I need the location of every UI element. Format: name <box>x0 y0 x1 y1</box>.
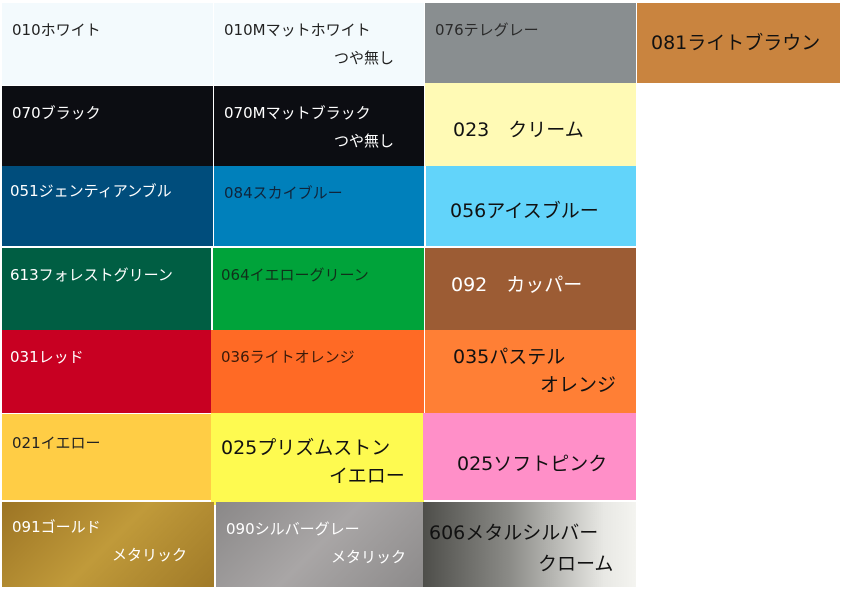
swatch-label-line1: 036ライトオレンジ <box>221 348 355 366</box>
color-swatch[interactable]: 064イエローグリーン <box>213 248 424 330</box>
swatch-label-line1: 606メタルシルバー <box>429 522 599 544</box>
swatch-label-line2: メタリック <box>331 548 407 566</box>
color-swatch[interactable]: 070ブラック <box>2 86 213 166</box>
color-swatch[interactable]: 606メタルシルバークローム <box>423 502 636 587</box>
color-swatch[interactable]: 010ホワイト <box>2 3 213 85</box>
swatch-label-line1: 031レッド <box>10 348 84 366</box>
color-swatch[interactable]: 023 クリーム <box>425 83 636 166</box>
swatch-label-line2: つや無し <box>334 132 395 150</box>
color-swatch[interactable]: 092 カッパー <box>425 248 636 330</box>
swatch-label-line1: 010Mマットホワイト <box>224 21 371 39</box>
color-swatch[interactable]: 025プリズムストンイエロー <box>211 413 424 505</box>
color-swatch[interactable]: 035パステルオレンジ <box>425 330 636 413</box>
swatch-label-line1: 023 クリーム <box>453 119 584 141</box>
swatch-label-line2: クローム <box>538 553 614 575</box>
swatch-label-line2: メタリック <box>112 546 188 564</box>
color-swatch[interactable]: 056アイスブルー <box>426 166 636 246</box>
swatch-label-line1: 090シルバーグレー <box>226 520 360 538</box>
color-swatch[interactable]: 076テレグレー <box>425 3 636 83</box>
swatch-label-line1: 076テレグレー <box>435 21 539 39</box>
swatch-label-line1: 081ライトブラウン <box>651 32 821 54</box>
color-swatch[interactable]: 090シルバーグレーメタリック <box>216 502 424 587</box>
color-swatch[interactable]: 025ソフトピンク <box>423 413 636 500</box>
swatch-label-line1: 025ソフトピンク <box>457 453 608 475</box>
color-swatch[interactable]: 613フォレストグリーン <box>2 248 211 330</box>
swatch-label-line2: オレンジ <box>540 374 617 396</box>
swatch-label-line1: 021イエロー <box>12 434 101 452</box>
swatch-label-line1: 056アイスブルー <box>450 200 599 222</box>
color-swatch[interactable]: 091ゴールド メタリック <box>2 502 214 587</box>
swatch-label-line1: 070Mマットブラック <box>224 104 371 122</box>
swatch-label-line1: 010ホワイト <box>12 21 101 39</box>
color-swatch[interactable]: 036ライトオレンジ <box>211 330 424 413</box>
swatch-label-line2: つや無し <box>334 49 395 67</box>
color-swatch[interactable]: 021イエロー <box>2 414 211 500</box>
color-swatch[interactable]: 070Mマットブラックつや無し <box>214 86 424 166</box>
swatch-label-line2: イエロー <box>329 465 405 487</box>
swatch-label-line1: 025プリズムストン <box>221 437 391 459</box>
swatch-label-line1: 091ゴールド <box>12 518 101 536</box>
swatch-label-line1: 092 カッパー <box>451 274 583 296</box>
swatch-label-line1: 070ブラック <box>12 104 101 122</box>
swatch-label-line1: 084スカイブルー <box>224 184 343 202</box>
color-swatch[interactable]: 031レッド <box>2 330 211 413</box>
swatch-label-line1: 051ジェンティアンブル <box>10 182 172 200</box>
color-swatch[interactable]: 084スカイブルー <box>214 166 424 246</box>
color-swatch[interactable]: 051ジェンティアンブル <box>2 166 213 246</box>
swatch-label-line1: 064イエローグリーン <box>221 266 369 284</box>
swatch-label-line1: 035パステル <box>453 346 566 368</box>
color-swatch[interactable]: 081ライトブラウン <box>637 3 840 83</box>
swatch-label-line1: 613フォレストグリーン <box>10 266 173 284</box>
color-swatch[interactable]: 010Mマットホワイトつや無し <box>214 3 424 85</box>
